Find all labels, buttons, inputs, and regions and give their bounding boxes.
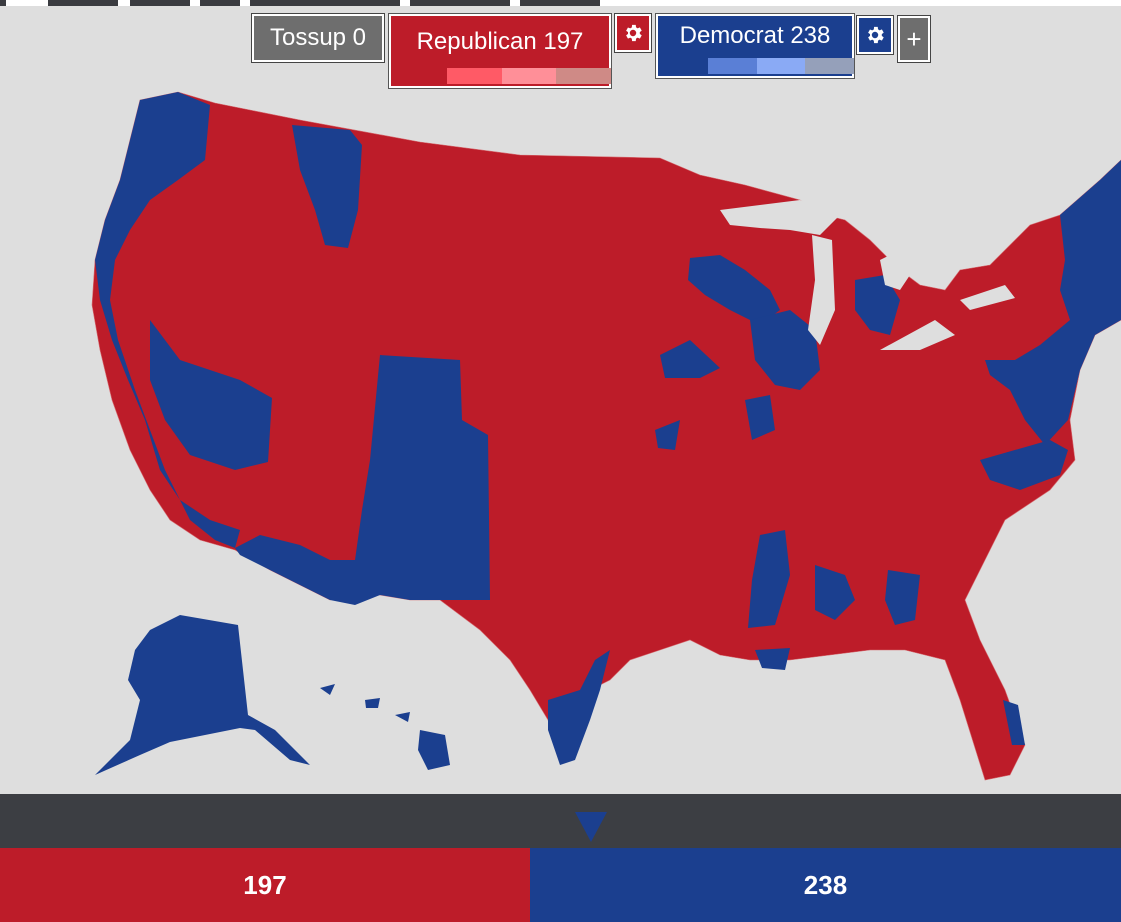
st-louis-democrat[interactable] (745, 395, 775, 440)
tossup-label: Tossup 0 (269, 24, 367, 51)
tossup-button[interactable]: Tossup 0 (251, 13, 385, 63)
wisconsin-illinois-democrat[interactable] (750, 310, 820, 390)
republican-label: Republican 197 (416, 28, 584, 55)
republican-button[interactable]: Republican 197 (388, 13, 612, 89)
triangle-pointer-icon (575, 812, 607, 842)
democrat-shade-bar (708, 58, 855, 74)
gear-icon (868, 26, 884, 44)
rep-shade-likely[interactable] (447, 68, 502, 84)
northeast-democrat[interactable] (985, 160, 1121, 445)
louisiana-democrat[interactable] (755, 648, 790, 670)
alaska-democrat[interactable] (95, 615, 310, 775)
missouri-democrat[interactable] (655, 420, 680, 450)
gear-icon (626, 24, 642, 42)
democrat-tally-value: 238 (803, 869, 848, 900)
great-lakes-water (720, 200, 1015, 350)
florida-democrat[interactable] (1003, 700, 1025, 745)
tab-fragment[interactable] (48, 0, 118, 6)
hawaii-democrat[interactable] (320, 684, 450, 770)
idaho-panhandle-democrat[interactable] (292, 125, 362, 248)
republican-tally-bar: 197 (0, 848, 530, 922)
iowa-democrat[interactable] (660, 340, 720, 378)
browser-tab-strip (0, 0, 1121, 6)
republican-settings-button[interactable] (614, 13, 652, 53)
nevada-democrat[interactable] (150, 320, 272, 470)
democrat-label: Democrat 238 (679, 22, 831, 49)
virginia-northcarolina-democrat[interactable] (980, 440, 1068, 490)
rep-shade-lean[interactable] (501, 68, 557, 84)
minnesota-democrat[interactable] (688, 255, 780, 325)
dem-shade-lean[interactable] (756, 58, 806, 74)
democrat-button[interactable]: Democrat 238 (655, 13, 855, 79)
plus-icon: + (906, 23, 922, 54)
dem-shade-likely[interactable] (708, 58, 757, 74)
alabama-democrat[interactable] (815, 565, 855, 620)
colorado-newmexico-arizona-democrat[interactable] (235, 355, 490, 605)
pacific-coast-democrat[interactable] (95, 92, 240, 548)
rep-shade-tilt[interactable] (556, 68, 612, 84)
tab-fragment[interactable] (520, 0, 600, 6)
tab-fragment[interactable] (130, 0, 190, 6)
us-district-map (91, 91, 1121, 781)
texas-border-democrat[interactable] (548, 650, 610, 765)
add-party-button[interactable]: + (897, 15, 931, 63)
democrat-tally-bar: 238 (530, 848, 1121, 922)
tab-fragment[interactable] (0, 0, 6, 6)
michigan-democrat[interactable] (855, 275, 900, 335)
tally-footer (0, 794, 1121, 848)
republican-tally-value: 197 (243, 869, 287, 900)
tab-fragment[interactable] (200, 0, 240, 6)
democrat-settings-button[interactable] (856, 15, 894, 55)
mississippi-democrat[interactable] (748, 530, 790, 628)
georgia-democrat[interactable] (885, 570, 920, 625)
republican-shade-bar (447, 68, 612, 84)
tab-fragment[interactable] (410, 0, 510, 6)
tab-fragment[interactable] (250, 0, 400, 6)
dem-shade-tilt[interactable] (805, 58, 855, 74)
